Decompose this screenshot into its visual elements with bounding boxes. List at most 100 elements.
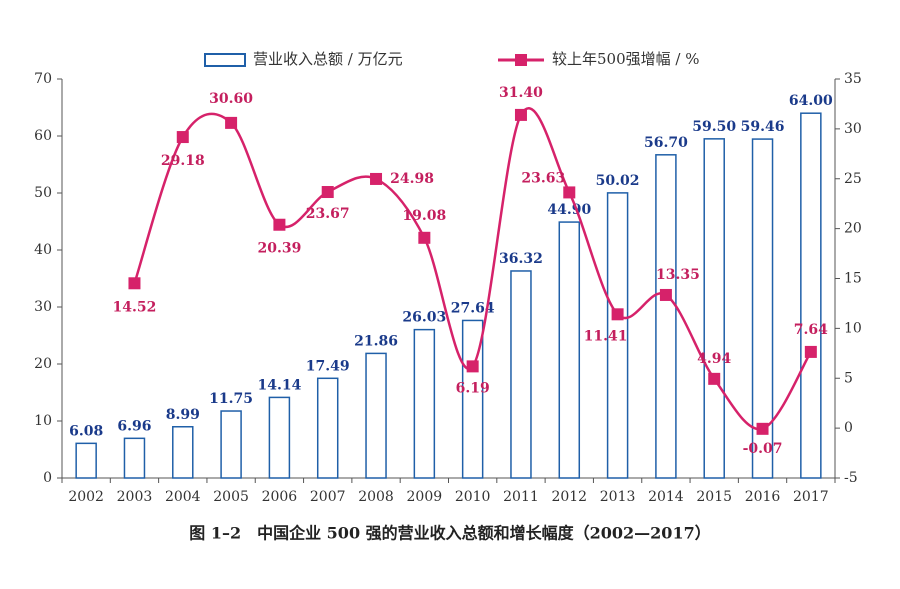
line-marker [273, 218, 286, 231]
y2-tick-label: 30 [844, 121, 862, 137]
line-marker [708, 372, 721, 385]
legend-label: 营业收入总额 / 万亿元 [253, 50, 403, 68]
bar-value-label: 6.96 [117, 418, 151, 434]
line-value-label: -0.07 [743, 441, 783, 457]
bar-value-label: 27.64 [451, 300, 495, 316]
y2-tick-label: 25 [844, 171, 862, 187]
x-tick-label: 2003 [117, 489, 153, 505]
bar [800, 112, 822, 479]
line-value-label: 29.18 [161, 153, 205, 169]
x-tick-label: 2017 [793, 489, 829, 505]
line-marker [659, 288, 672, 301]
y2-tick-label: 5 [844, 370, 853, 386]
x-tick-label: 2011 [503, 489, 539, 505]
line-marker [321, 186, 334, 199]
line-marker [418, 231, 431, 244]
bar [655, 154, 677, 479]
y-tick-label: 60 [34, 128, 52, 144]
y2-tick-label: 20 [844, 221, 862, 237]
y2-tick-label: 15 [844, 271, 862, 287]
line-marker [176, 131, 189, 144]
x-tick-label: 2002 [68, 489, 104, 505]
bar [751, 138, 774, 479]
y2-tick-label: -5 [844, 470, 858, 486]
line-marker [563, 186, 576, 199]
y-tick-label: 50 [34, 185, 52, 201]
bar [510, 270, 532, 479]
bar-value-label: 26.03 [402, 310, 446, 326]
bar [123, 437, 146, 479]
line-value-label: 31.40 [499, 85, 543, 101]
x-tick-label: 2015 [696, 489, 732, 505]
bar-value-label: 56.70 [644, 135, 688, 151]
line-value-label: 11.41 [584, 328, 628, 344]
bar [703, 138, 725, 479]
line-marker [128, 277, 141, 290]
line-marker [370, 172, 383, 185]
y2-tick-label: 35 [844, 71, 862, 87]
y2-tick-label: 10 [844, 320, 862, 336]
bar-value-label: 59.50 [692, 119, 736, 135]
bar-value-label: 14.14 [257, 377, 301, 393]
line-marker [756, 422, 769, 435]
line-value-label: 23.67 [306, 206, 350, 222]
line-value-label: 23.63 [521, 170, 565, 186]
bar-value-label: 11.75 [209, 391, 253, 407]
bar-value-label: 59.46 [741, 119, 785, 135]
bar [316, 377, 339, 479]
bar-value-label: 8.99 [166, 407, 200, 423]
x-tick-label: 2013 [600, 489, 636, 505]
bar [220, 410, 242, 479]
line [133, 107, 812, 431]
line-marker [225, 116, 238, 129]
y2-tick-label: 0 [844, 420, 853, 436]
y-tick-label: 40 [34, 242, 52, 258]
bar-value-label: 6.08 [69, 423, 103, 439]
line-marker [466, 360, 479, 373]
line-marker [804, 345, 817, 358]
line-value-label: 24.98 [390, 171, 434, 187]
line-value-label: 14.52 [113, 299, 157, 315]
legend-marker [515, 54, 527, 66]
bar [606, 192, 629, 479]
caption: 图 1–2 中国企业 500 强的营业收入总额和增长幅度（2002—2017） [189, 524, 710, 543]
x-tick-label: 2008 [358, 489, 394, 505]
line-marker [611, 308, 624, 321]
x-tick-label: 2005 [213, 489, 249, 505]
line-marker [514, 108, 527, 121]
bar-value-label: 50.02 [596, 173, 640, 189]
x-tick-label: 2009 [407, 489, 443, 505]
y-tick-label: 0 [43, 470, 52, 486]
line-value-label: 30.60 [209, 91, 253, 107]
x-tick-label: 2014 [648, 489, 684, 505]
bar [558, 221, 581, 479]
bar-value-label: 21.86 [354, 333, 398, 349]
line-value-label: 7.64 [794, 322, 828, 338]
x-tick-label: 2016 [745, 489, 781, 505]
bar [75, 442, 97, 479]
line-value-label: 4.94 [697, 351, 731, 367]
line-value-label: 13.35 [656, 267, 700, 283]
bar [461, 319, 484, 479]
bar-value-label: 17.49 [306, 358, 350, 374]
bar [172, 426, 194, 479]
legend-label: 较上年500强增幅 / % [552, 50, 699, 68]
x-tick-label: 2010 [455, 489, 491, 505]
x-tick-label: 2007 [310, 489, 346, 505]
bar-value-label: 44.90 [547, 202, 591, 218]
x-tick-label: 2012 [551, 489, 587, 505]
bar-value-label: 64.00 [789, 93, 833, 109]
y-tick-label: 10 [34, 413, 52, 429]
line-value-label: 6.19 [456, 380, 490, 396]
line-value-label: 20.39 [257, 241, 301, 257]
x-tick-label: 2004 [165, 489, 201, 505]
bar [413, 328, 436, 479]
line-value-label: 19.08 [402, 208, 446, 224]
x-tick-label: 2006 [262, 489, 298, 505]
bar [365, 352, 387, 479]
y-tick-label: 30 [34, 299, 52, 315]
bar-value-label: 36.32 [499, 251, 543, 267]
y-tick-label: 20 [34, 356, 52, 372]
bar [268, 396, 291, 479]
